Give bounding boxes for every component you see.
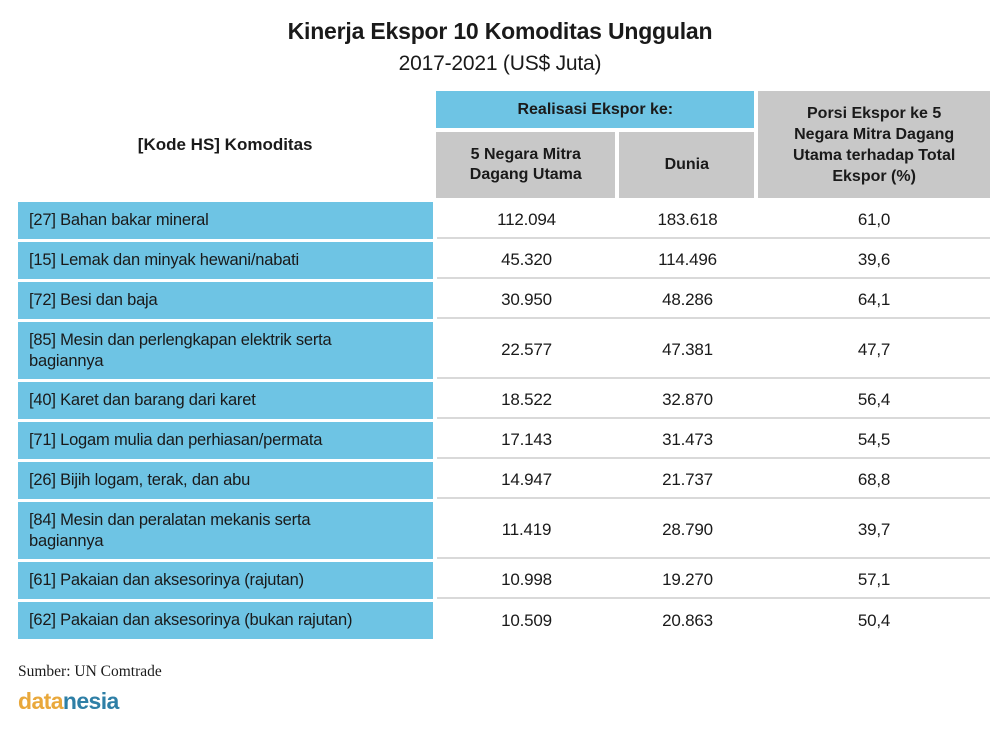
partner5-value: 112.094 [497,209,556,229]
partner5-value: 45.320 [501,249,552,269]
logo-part-data: data [18,688,64,714]
value-cells: 18.522 32.870 56,4 [437,382,990,419]
page-subtitle: 2017-2021 (US$ Juta) [398,52,602,75]
share-value: 68,8 [857,469,891,489]
col-header-dunia: Dunia [619,132,755,198]
page-title: Kinerja Ekspor 10 Komoditas Unggulan [287,18,713,44]
share-value: 57,1 [857,569,891,589]
table-row: [84] Mesin dan peralatan mekanis serta b… [18,502,990,559]
partner5-value: 10.998 [501,569,552,589]
share-value: 39,6 [857,249,891,269]
table-row: [71] Logam mulia dan perhiasan/permata 17… [18,422,990,459]
commodity-cell: [85] Mesin dan perlengkapan elektrik ser… [18,322,433,379]
partner5-value: 30.950 [501,289,552,309]
world-value: 48.286 [662,289,713,309]
world-value: 20.863 [662,610,713,630]
commodity-cell: [84] Mesin dan peralatan mekanis serta b… [18,502,433,559]
value-cells: 11.419 28.790 39,7 [437,502,990,559]
header-group-realisasi: Realisasi Ekspor ke: 5 Negara Mitra Daga… [436,91,755,198]
world-value: 28.790 [662,519,713,539]
share-value: 64,1 [857,289,891,309]
table-body: [27] Bahan bakar mineral 112.094 183.618 61… [18,202,990,639]
table-row: [26] Bijih logam, terak, dan abu 14.947 21… [18,462,990,499]
table-row: [85] Mesin dan perlengkapan elektrik ser… [18,322,990,379]
world-value: 47.381 [662,339,713,359]
value-cells: 10.998 19.270 57,1 [437,562,990,599]
commodity-cell: [61] Pakaian dan aksesorinya (rajutan) [18,562,433,599]
logo-part-nesia: nesia [62,688,119,714]
value-cells: 17.143 31.473 54,5 [437,422,990,459]
world-value: 183.618 [657,209,718,229]
share-value: 39,7 [857,519,891,539]
table-row: [61] Pakaian dan aksesorinya (rajutan) 10… [18,562,990,599]
world-value: 31.473 [662,429,713,449]
partner5-value: 17.143 [501,429,552,449]
value-cells: 14.947 21.737 68,8 [437,462,990,499]
commodity-cell: [26] Bijih logam, terak, dan abu [18,462,433,499]
table-row: [15] Lemak dan minyak hewani/nabati 45.32… [18,242,990,279]
table-row: [27] Bahan bakar mineral 112.094 183.618 61… [18,202,990,239]
commodity-cell: [72] Besi dan baja [18,282,433,319]
commodity-table: [Kode HS] Komoditas Realisasi Ekspor ke:… [18,91,990,639]
commodity-cell: [27] Bahan bakar mineral [18,202,433,239]
partner5-value: 10.509 [501,610,552,630]
col-header-share: Porsi Ekspor ke 5 Negara Mitra Dagang Ut… [758,91,990,198]
table-row: [72] Besi dan baja 30.950 48.286 64,1 [18,282,990,319]
header-subrow: 5 Negara Mitra Dagang Utama Dunia [436,132,755,198]
value-cells: 30.950 48.286 64,1 [437,282,990,319]
value-cells: 112.094 183.618 61,0 [437,202,990,239]
group-header-realisasi-ekspor: Realisasi Ekspor ke: [436,91,755,128]
col-header-partner5: 5 Negara Mitra Dagang Utama [436,132,616,198]
share-value: 61,0 [857,209,891,229]
commodity-cell: [62] Pakaian dan aksesorinya (bukan raju… [18,602,433,639]
share-value: 56,4 [857,389,891,409]
world-value: 32.870 [662,389,713,409]
value-cells: 45.320 114.496 39,6 [437,242,990,279]
partner5-value: 22.577 [501,339,552,359]
source-note: Sumber: UN Comtrade [18,663,162,680]
table-header: [Kode HS] Komoditas Realisasi Ekspor ke:… [18,91,990,198]
col-header-commodity: [Kode HS] Komoditas [137,134,313,154]
table-row: [40] Karet dan barang dari karet 18.522 32… [18,382,990,419]
share-value: 54,5 [857,429,891,449]
title-block: Kinerja Ekspor 10 Komoditas Unggulan 201… [0,0,1000,78]
partner5-value: 18.522 [501,389,552,409]
datanesia-logo: datanesia [18,688,1000,715]
partner5-value: 14.947 [501,469,552,489]
world-value: 19.270 [662,569,713,589]
commodity-cell: [40] Karet dan barang dari karet [18,382,433,419]
table-row: [62] Pakaian dan aksesorinya (bukan raju… [18,602,990,639]
world-value: 21.737 [662,469,713,489]
value-cells: 22.577 47.381 47,7 [437,322,990,379]
commodity-cell: [71] Logam mulia dan perhiasan/permata [18,422,433,459]
value-cells: 10.509 20.863 50,4 [437,602,990,639]
partner5-value: 11.419 [501,519,552,539]
share-value: 47,7 [857,339,891,359]
world-value: 114.496 [658,249,717,269]
share-value: 50,4 [857,610,891,630]
commodity-cell: [15] Lemak dan minyak hewani/nabati [18,242,433,279]
